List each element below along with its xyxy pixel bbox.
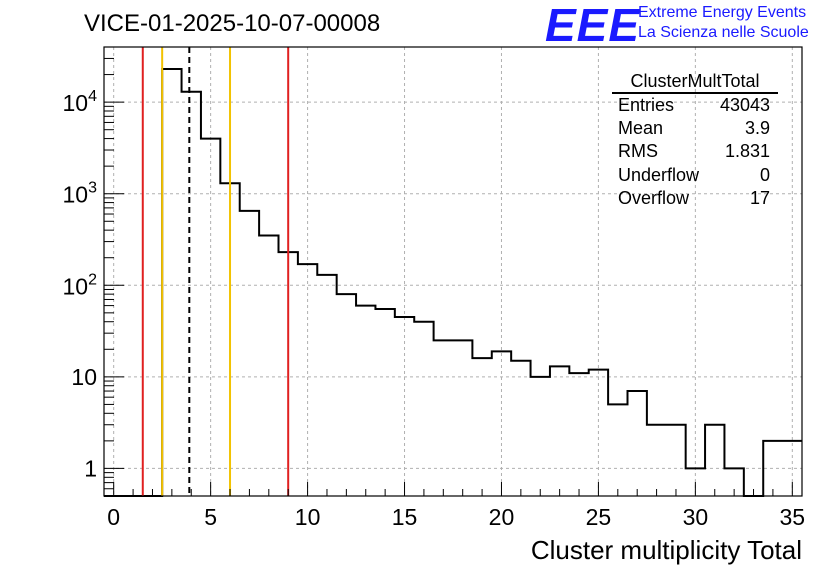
plot-frame [103, 46, 803, 497]
y-tick-label: 102 [63, 271, 98, 299]
logo-line1: Extreme Energy Events [638, 4, 807, 21]
x-axis-ticks: 0 5 10 15 20 25 30 35 [107, 482, 805, 530]
histogram-bin [182, 92, 201, 496]
y-tick-label: 1 [84, 455, 97, 481]
y-axis-ticks: 1 10 102 103 104 [63, 46, 124, 497]
stats-box: ClusterMultTotal Entries 43043 Mean 3.9 RMS 1… [612, 70, 778, 210]
histogram-bin [240, 211, 259, 496]
histogram-bin [375, 309, 394, 496]
y-tick-label: 103 [63, 180, 98, 208]
stats-value: 1.831 [724, 141, 770, 162]
stats-rows: Entries 43043 Mean 3.9 RMS 1.831 Underflow 0 Ove… [612, 94, 778, 210]
y-tick-label: 104 [63, 88, 98, 116]
x-tick-label: 10 [295, 504, 321, 530]
histogram-outline [104, 68, 802, 497]
x-tick-label: 35 [780, 504, 806, 530]
histogram-bin [666, 425, 685, 496]
histogram-bin [414, 322, 433, 496]
x-tick-label: 15 [392, 504, 418, 530]
histogram-bin [356, 306, 375, 496]
histogram-bin [317, 275, 336, 496]
x-tick-label: 20 [489, 504, 515, 530]
stats-row-overflow: Overflow 17 [612, 187, 778, 210]
histogram-bin [434, 340, 453, 496]
histogram-bin [705, 425, 724, 496]
stats-box-title: ClusterMultTotal [612, 70, 778, 94]
histogram-bin [550, 366, 569, 496]
histogram-bin [628, 391, 647, 496]
y-tick-label: 10 [71, 364, 97, 390]
stats-value: 3.9 [744, 118, 770, 139]
logo-line2: La Scienza nelle Scuole [638, 24, 809, 41]
histogram-bin [472, 358, 491, 496]
histogram-bin [511, 361, 530, 496]
x-tick-label: 0 [107, 504, 120, 530]
stats-row-underflow: Underflow 0 [612, 164, 778, 187]
stats-label: Overflow [618, 187, 690, 208]
eee-logo: EEE [545, 0, 641, 51]
histogram-bin [647, 425, 666, 496]
histogram-bin [453, 340, 472, 496]
chart-title: VICE-01-2025-10-07-00008 [84, 10, 381, 37]
stats-row-entries: Entries 43043 [612, 94, 778, 117]
histogram-bars [104, 68, 802, 497]
stats-label: RMS [618, 141, 658, 162]
stats-value: 0 [759, 164, 770, 185]
stats-label: Entries [618, 95, 675, 115]
histogram-bin [608, 404, 627, 496]
histogram-bin [162, 69, 181, 496]
histogram-bin [531, 377, 550, 496]
stats-label: Underflow [618, 164, 700, 185]
x-axis-title: Cluster multiplicity Total [530, 535, 802, 565]
x-tick-label: 5 [204, 504, 217, 530]
stats-row-rms: RMS 1.831 [612, 140, 778, 163]
stats-label: Mean [618, 118, 664, 139]
x-tick-label: 25 [586, 504, 612, 530]
stats-value: 43043 [719, 95, 770, 115]
cut-lines [141, 47, 290, 496]
histogram-bin [259, 235, 278, 496]
x-tick-label: 30 [683, 504, 709, 530]
grid-lines [104, 47, 802, 496]
stats-row-mean: Mean 3.9 [612, 117, 778, 140]
histogram-bin [337, 294, 356, 496]
histogram-bin [569, 373, 588, 496]
stats-value: 17 [749, 187, 770, 208]
